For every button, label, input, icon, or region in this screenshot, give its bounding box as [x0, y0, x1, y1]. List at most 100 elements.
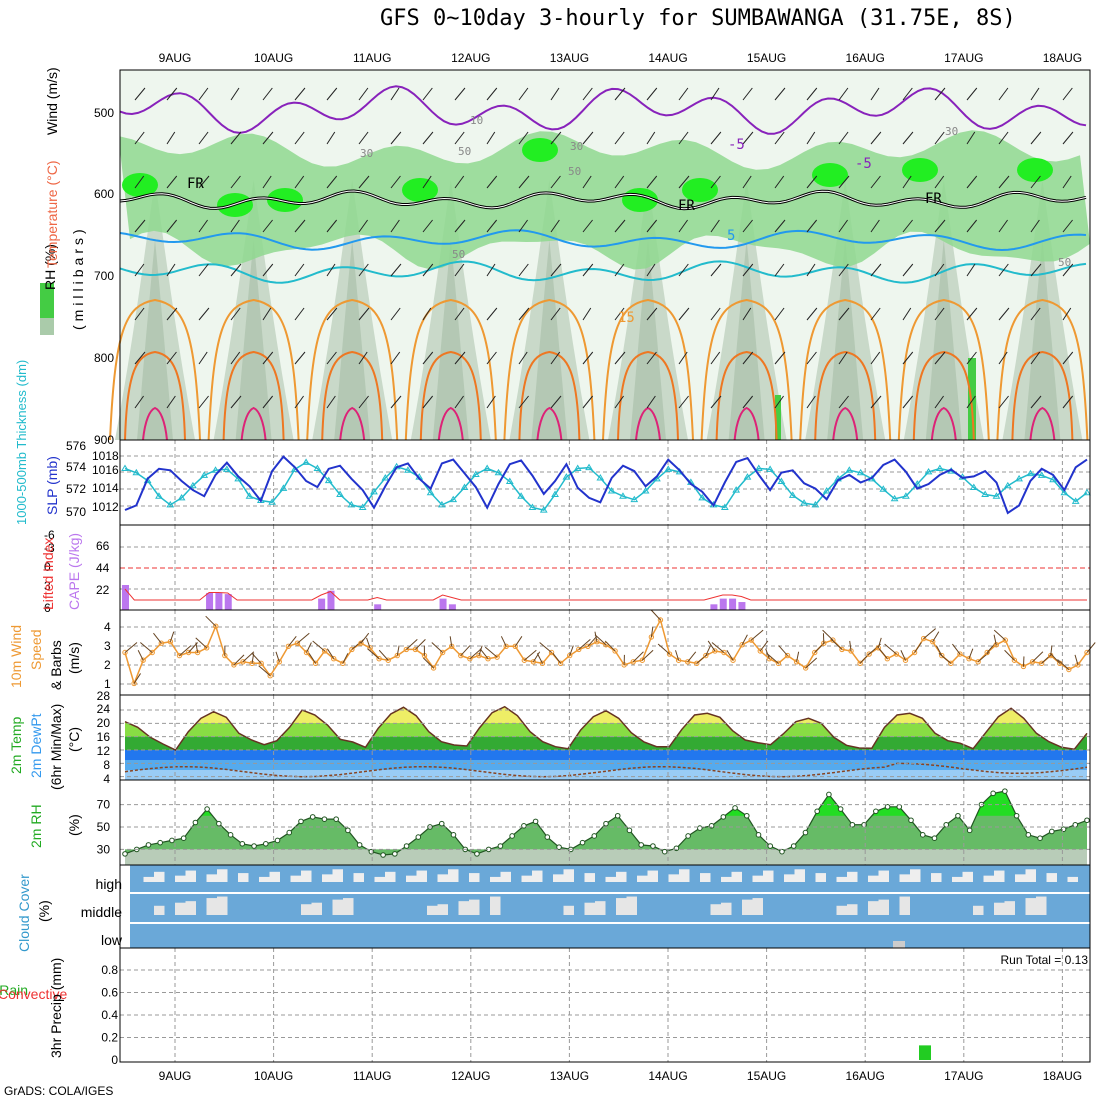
wind-barb [262, 175, 272, 189]
wind-barb [966, 219, 978, 233]
contour-label: 30 [570, 140, 583, 153]
wind-barb [998, 307, 1010, 321]
wind-barb-10m [342, 653, 349, 664]
precip-ytick: 0.2 [101, 1031, 118, 1045]
cape-bar [710, 604, 718, 610]
cloud-high-block [1046, 873, 1057, 882]
thickness-marker [539, 506, 548, 513]
contour-label: 30 [945, 125, 958, 138]
cloud-mid-block [595, 901, 606, 915]
rh-ytick: 30 [97, 842, 111, 856]
contour-15 [700, 298, 793, 441]
wind-barb-10m [923, 628, 936, 639]
cloud-mid-block [710, 904, 721, 915]
rh-marker [286, 829, 293, 836]
wind-barb [230, 307, 241, 321]
wind-barb [326, 263, 336, 277]
wind-barb [646, 131, 656, 145]
thickness-marker [732, 486, 741, 493]
label-thickness: 1000-500mb Thickness (dm) [14, 359, 29, 525]
wind-barb [870, 395, 882, 409]
wind-barb [1030, 175, 1041, 189]
wind-barb [774, 395, 784, 409]
cloud-high-block [731, 871, 742, 882]
wind-barb-10m [469, 648, 482, 660]
wind-barb [390, 175, 401, 189]
wind-barb-10m [308, 653, 317, 664]
rh-marker [1002, 788, 1008, 794]
rh-marker [943, 821, 950, 828]
rh-marker [532, 818, 539, 825]
wind-barb-10m [822, 629, 834, 641]
upper-ytick: 600 [94, 187, 114, 201]
rh-marker [474, 851, 480, 857]
thickness-marker [811, 500, 820, 508]
wind-speed-marker [294, 640, 301, 646]
wind-barb [134, 175, 145, 189]
rh-marker [896, 804, 903, 810]
wind-speed-marker [830, 637, 836, 643]
rh-marker [122, 851, 128, 857]
wind-barb [614, 307, 625, 321]
wind-barb [454, 87, 466, 101]
thickness-marker [460, 483, 469, 491]
wind-barb-10m [594, 631, 598, 642]
wind-barb [710, 395, 722, 409]
wind-barb [390, 219, 400, 233]
wind-barb [902, 263, 914, 277]
wind-barb-10m [179, 645, 192, 656]
wind-barb [902, 351, 914, 365]
wind-speed-marker [476, 652, 482, 659]
dew-band-3 [125, 770, 1087, 780]
wind-barb [582, 307, 592, 321]
rh-marker [192, 819, 199, 826]
wind-barb-10m [326, 648, 335, 659]
wind-barb-10m [536, 653, 543, 664]
wind-barb-10m [287, 635, 297, 647]
wind-speed-marker [485, 655, 491, 662]
wind-barb-10m [195, 642, 199, 653]
wind-barb [614, 131, 625, 145]
wind-barb [934, 87, 946, 101]
label-cloud-cover: Cloud Cover [16, 874, 32, 952]
contour-minus5 [119, 85, 1087, 135]
thickness-marker [336, 490, 344, 497]
wind-barb-10m [759, 640, 769, 652]
wind-barb-10m [1004, 649, 1015, 661]
cloud-high-block [1015, 874, 1026, 882]
thickness-marker [913, 480, 922, 487]
wind-barb-10m [938, 652, 952, 664]
rh-marker [309, 814, 316, 820]
wind-barb [646, 395, 656, 409]
thickness-marker [879, 485, 888, 492]
wind-barb [518, 307, 530, 321]
contour-20 [912, 350, 975, 441]
wind-speed-marker [902, 657, 909, 663]
cape-ytick: 44 [96, 561, 110, 575]
rh-marker [966, 827, 973, 834]
thickness-marker [720, 503, 729, 510]
wind-barb [390, 307, 401, 321]
wind-speed-marker [585, 643, 591, 650]
label-2m-temp: 2m Temp [8, 716, 24, 774]
cloud-mid-block [301, 904, 312, 915]
chart-title: GFS 0~10day 3-hourly for SUMBAWANGA (31.… [380, 6, 1016, 31]
wind-barb-10m [423, 657, 434, 669]
rh-tongue-core [630, 240, 666, 440]
rh-patch [1017, 158, 1053, 182]
date-label-bottom: 11AUG [353, 1069, 391, 1083]
wind-barb-10m [479, 648, 489, 660]
wind-barb [326, 175, 338, 189]
cloud-mid-block [878, 899, 889, 915]
thickness-marker [777, 477, 786, 484]
cape-bar [738, 602, 746, 610]
wind-barb [198, 307, 210, 321]
wind-barb-10m [657, 643, 670, 655]
contour-15 [799, 298, 892, 441]
rh-marker [802, 829, 809, 836]
wind-speed-marker [439, 649, 446, 656]
wind-speed-marker [231, 662, 237, 668]
wind-barb [1030, 219, 1040, 233]
wind-barb-10m [1032, 651, 1044, 663]
precip-ytick: 0.4 [101, 1008, 118, 1022]
